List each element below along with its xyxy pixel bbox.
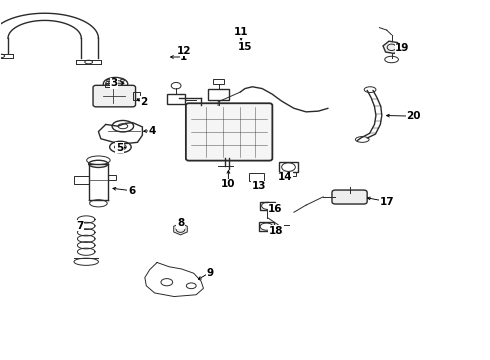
Text: 12: 12 — [177, 46, 191, 56]
Bar — [260, 202, 275, 211]
Bar — [133, 93, 140, 100]
Text: 1: 1 — [180, 52, 188, 62]
Bar — [167, 94, 185, 104]
Text: 13: 13 — [251, 181, 266, 191]
Text: 16: 16 — [268, 204, 283, 214]
Text: 2: 2 — [140, 97, 147, 107]
Bar — [108, 175, 116, 180]
Bar — [281, 172, 296, 176]
Text: 15: 15 — [238, 42, 252, 52]
Bar — [74, 176, 89, 184]
Bar — [208, 89, 229, 100]
Text: 3: 3 — [110, 78, 118, 88]
FancyBboxPatch shape — [186, 103, 272, 161]
Bar — [279, 162, 298, 172]
Bar — [105, 83, 115, 87]
FancyBboxPatch shape — [332, 190, 367, 204]
Text: 10: 10 — [221, 179, 236, 189]
Text: 17: 17 — [379, 197, 394, 207]
Bar — [213, 78, 224, 84]
Text: 11: 11 — [234, 27, 248, 37]
Text: 8: 8 — [177, 218, 184, 228]
Bar — [259, 222, 274, 231]
Text: 9: 9 — [206, 267, 213, 278]
Text: 19: 19 — [395, 43, 410, 53]
Bar — [249, 173, 264, 181]
Text: 5: 5 — [116, 143, 123, 153]
Text: 6: 6 — [128, 186, 135, 196]
Text: 4: 4 — [148, 126, 156, 135]
Text: 18: 18 — [269, 226, 283, 236]
Text: 20: 20 — [406, 111, 421, 121]
Text: 14: 14 — [278, 172, 293, 182]
Text: 7: 7 — [76, 221, 83, 230]
FancyBboxPatch shape — [93, 85, 136, 107]
